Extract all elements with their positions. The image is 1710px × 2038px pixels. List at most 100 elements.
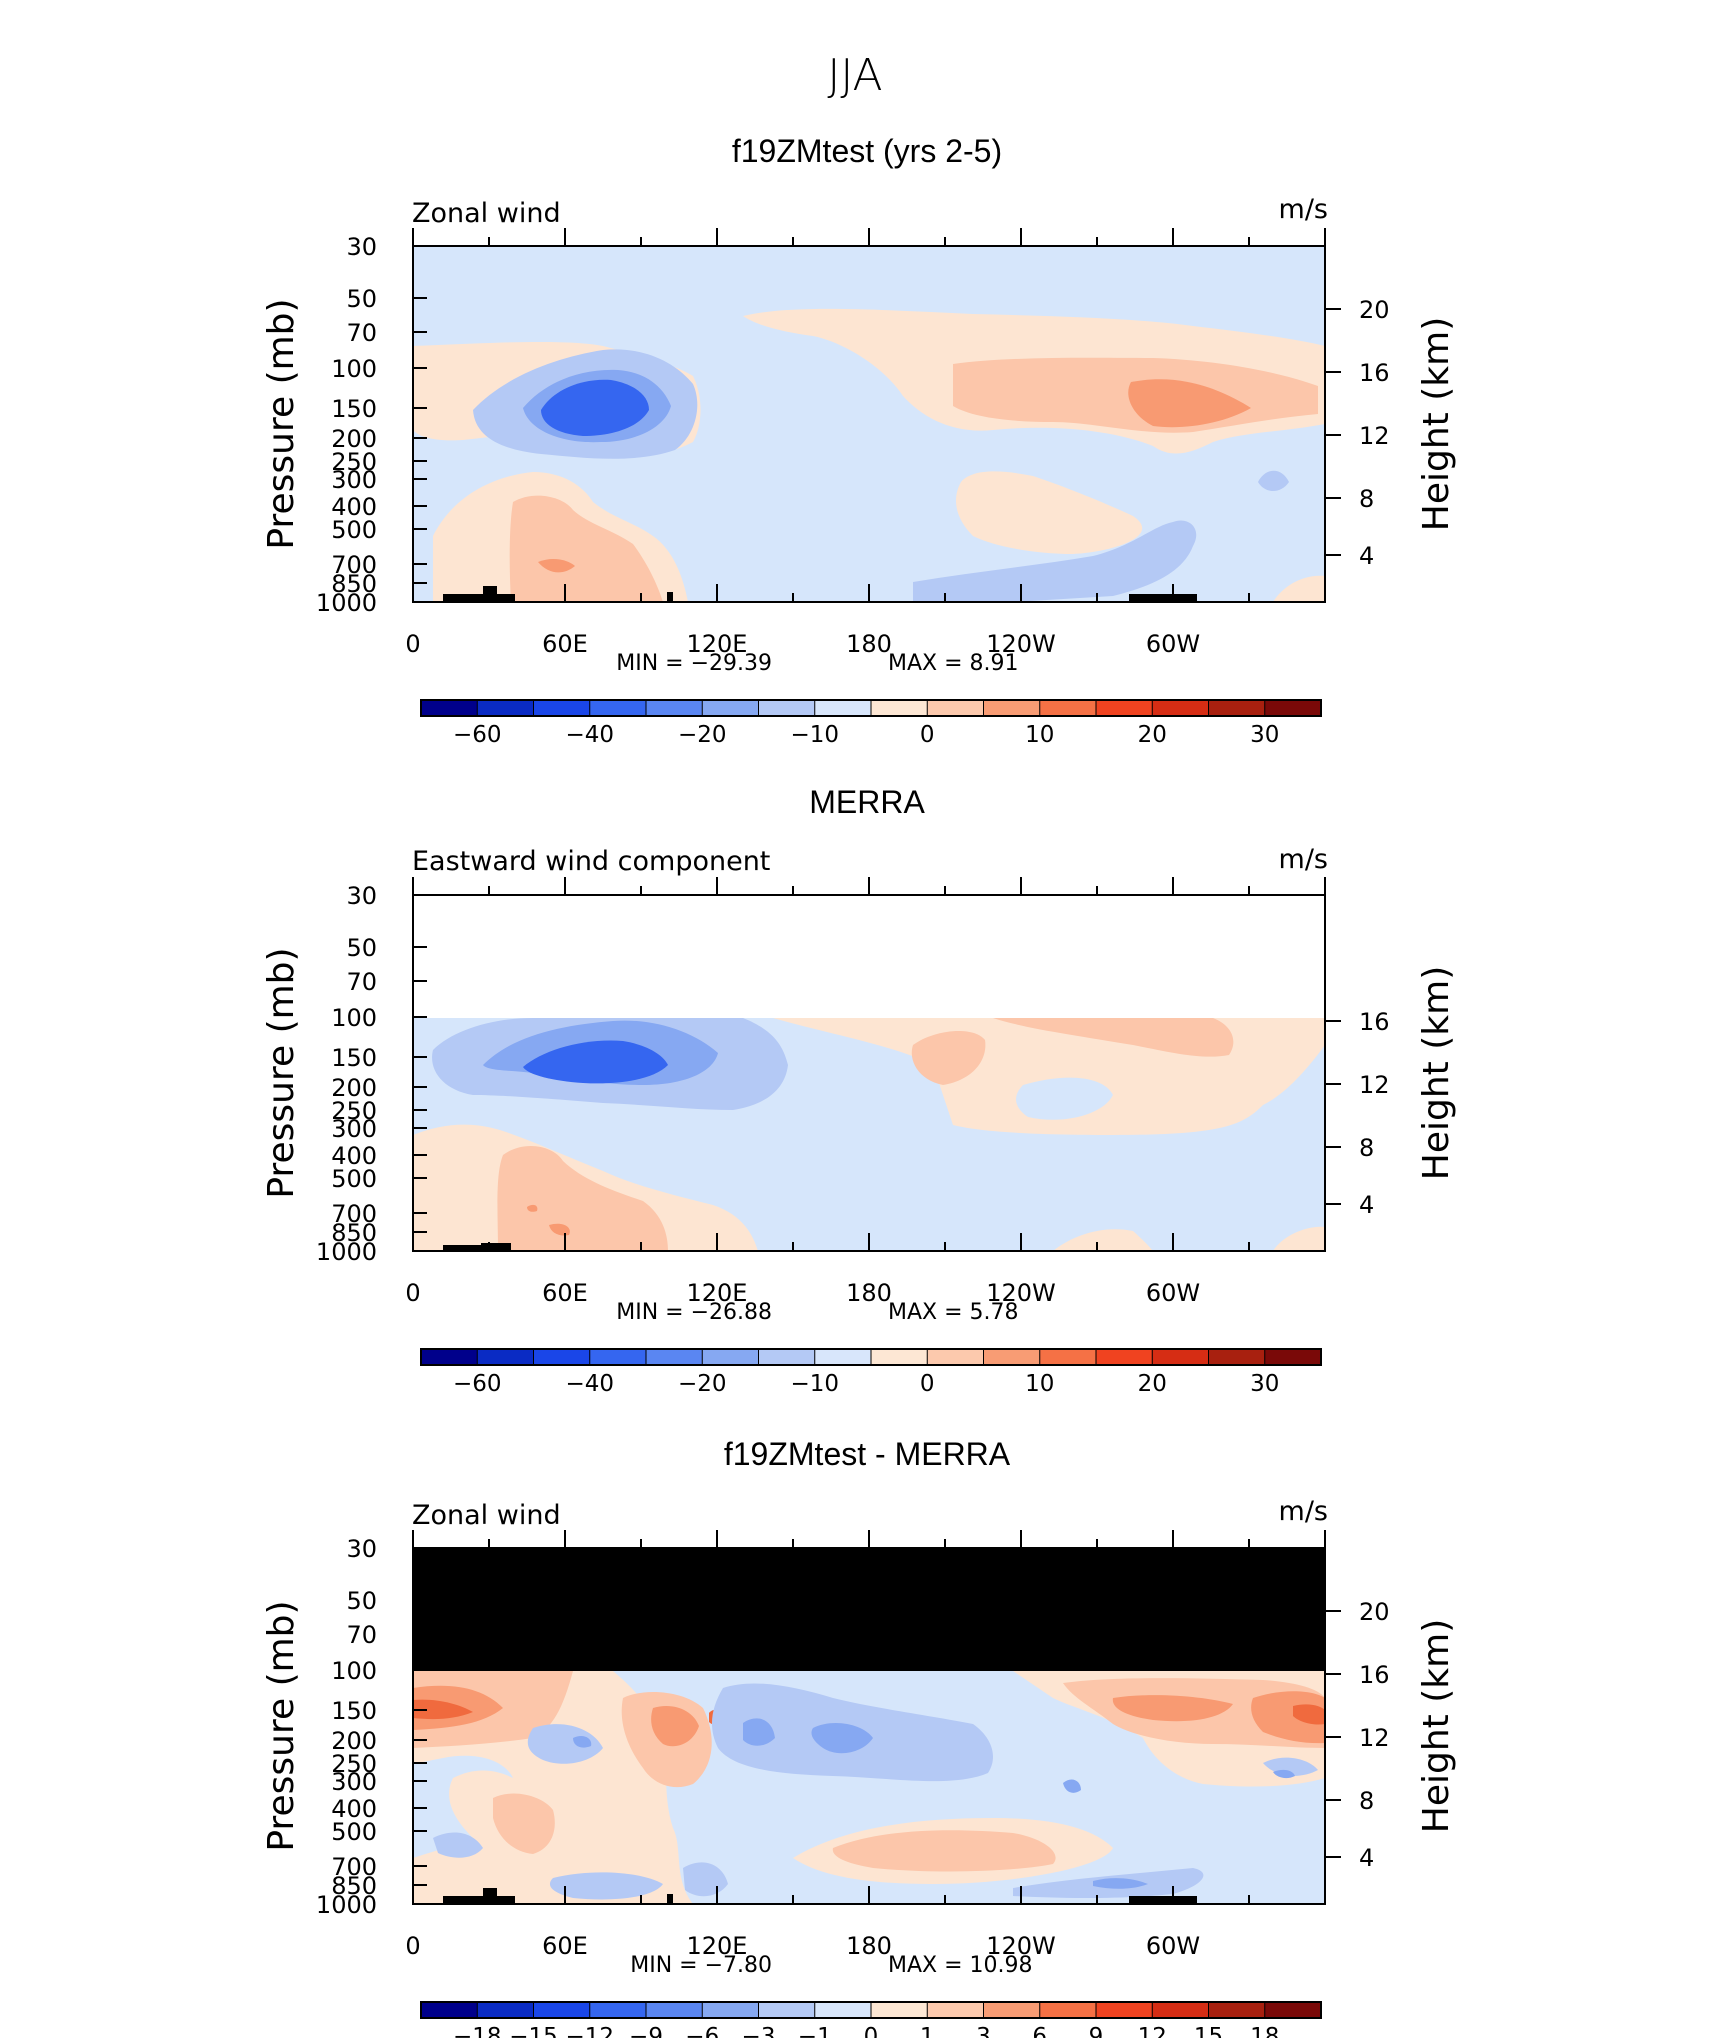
panel-3-colorbar-label: −9: [629, 2024, 663, 2038]
panel-2-units: m/s: [1279, 844, 1328, 875]
panel-1-topography-indonesia: [667, 592, 673, 602]
panel-3-y-tick-label: 50: [346, 1587, 377, 1615]
panel-2-y-tick-label: 1000: [316, 1238, 377, 1266]
panel-1-y-tick-label: 50: [346, 285, 377, 313]
panel-3-y-tick-label: 100: [331, 1657, 377, 1685]
panel-3-topography-andes: [1129, 1896, 1197, 1904]
panel-1-colorbar-swatch: [701, 699, 760, 717]
panel-3-y-tick-label: 500: [331, 1818, 377, 1846]
panel-1-y-tick-label: 850: [331, 570, 377, 598]
panel-2: MERRA Eastward wind component m/s: [412, 784, 1328, 1252]
panel-2-y-tick-label: 200: [331, 1074, 377, 1102]
panel-1-colorbar-swatch: [1095, 699, 1154, 717]
panel-3-x-tick-label: 60E: [542, 1932, 588, 1960]
panel-2-y-tick-label: 50: [346, 934, 377, 962]
panel-1-colorbar-frame: [420, 699, 1322, 717]
panel-3-x-tick-label: 120W: [986, 1932, 1056, 1960]
panel-2-title: MERRA: [809, 784, 925, 820]
panel-2-min-label: MIN = −26.88: [616, 1300, 772, 1325]
panel-3-colorbar-label: −15: [509, 2024, 558, 2038]
panel-1-x-tick-label: 60W: [1146, 630, 1200, 658]
panel-2-y-tick-label: 150: [331, 1044, 377, 1072]
panel-2-colorbar-label: 10: [1025, 1371, 1054, 1397]
panel-1-colorbar-label: −20: [678, 722, 727, 748]
panel-3-x-tick-label: 180: [846, 1932, 892, 1960]
panel-3-colorbar-swatch: [476, 2001, 535, 2019]
panel-1-y-right-tick-label: 8: [1359, 485, 1374, 513]
panel-2-y-tick-label: 100: [331, 1004, 377, 1032]
panel-1-colorbar-swatch: [533, 699, 591, 717]
panel-2-y-right-axis-title: Height (km): [1416, 966, 1457, 1180]
panel-3-topography-africa: [443, 1896, 515, 1904]
panel-1-y-axis-title: Pressure (mb): [261, 298, 302, 549]
panel-2-contour-pos-lower-core: [527, 1204, 570, 1236]
panel-2-colorbar-swatch: [983, 1348, 1041, 1366]
panel-2-colorbar-label: −10: [790, 1371, 839, 1397]
panel-3-colorbar-swatch: [533, 2001, 591, 2019]
panel-2-y-right-tick-label: 4: [1359, 1191, 1374, 1219]
panel-1-y-tick-label: 100: [331, 355, 377, 383]
panel-2-y-right-tick-label: 12: [1359, 1071, 1390, 1099]
panel-2-contour-pos-lower-mid: [497, 1146, 668, 1251]
panel-2-colorbar-label: 20: [1138, 1371, 1167, 1397]
panel-3-colorbar-swatch: [1151, 2001, 1210, 2019]
panel-3-y-tick-label: 700: [331, 1853, 377, 1881]
panel-3-diff-pos-strong: [413, 1685, 1325, 1747]
panel-2-y-tick-label: 700: [331, 1200, 377, 1228]
panel-2-y-right-tick-label: 16: [1359, 1008, 1390, 1036]
panel-2-colorbar-swatch: [533, 1348, 591, 1366]
panel-3-colorbar-label: 0: [864, 2024, 879, 2038]
panel-2-y-tick-label: 70: [346, 968, 377, 996]
panel-1-colorbar-swatch: [645, 699, 704, 717]
panel-1-y-tick-label: 300: [331, 466, 377, 494]
panel-1-y-right-tick-label: 12: [1359, 422, 1390, 450]
panel-2-contour-neg-island: [1016, 1077, 1113, 1120]
panel-2-colorbar-swatch: [701, 1348, 760, 1366]
panel-1-x-tick-label: 120E: [687, 630, 748, 658]
panel-3-y-tick-label: 300: [331, 1768, 377, 1796]
panel-1-x-tick-label: 180: [846, 630, 892, 658]
panel-2-contour-neg-core: [523, 1040, 668, 1084]
panel-2-y-right-tick-label: 8: [1359, 1134, 1374, 1162]
panel-3: f19ZMtest - MERRA Zonal wind m/s: [412, 1436, 1328, 1905]
panel-3-x-tick-label: 120E: [687, 1932, 748, 1960]
panel-3-colorbar-swatch: [870, 2001, 929, 2019]
panel-1-title: f19ZMtest (yrs 2-5): [732, 133, 1002, 169]
panel-1-variable-label: Zonal wind: [412, 198, 561, 229]
panel-3-y-tick-label: 1000: [316, 1891, 377, 1919]
panel-1-units: m/s: [1279, 194, 1328, 225]
panel-3-y-tick-label: 150: [331, 1697, 377, 1725]
panel-3-colorbar-label: 12: [1138, 2024, 1167, 2038]
panel-3-title: f19ZMtest - MERRA: [724, 1436, 1011, 1472]
panel-2-y-tick-label: 300: [331, 1115, 377, 1143]
panel-2-colorbar-swatch: [645, 1348, 704, 1366]
panel-1-topography-andes: [1129, 594, 1197, 602]
panel-3-y-right-tick-label: 4: [1359, 1844, 1374, 1872]
panel-1-colorbar-swatch: [589, 699, 647, 717]
panel-3-colorbar-label: −1: [798, 2024, 832, 2038]
panel-1-contour-pos-lower: [433, 471, 1325, 602]
panel-2-y-axis-title: Pressure (mb): [261, 947, 302, 1198]
panel-3-colorbar-swatch: [1095, 2001, 1154, 2019]
panel-2-y-tick-label: 400: [331, 1142, 377, 1170]
panel-1-colorbar-swatch: [1151, 699, 1210, 717]
panel-3-units: m/s: [1279, 1496, 1328, 1527]
axes-layer: 3050701001502002503004005007008501000201…: [261, 228, 1457, 2038]
panel-2-colorbar-swatch: [814, 1348, 872, 1366]
panel-1-y-right-axis-title: Height (km): [1416, 317, 1457, 531]
panel-1-colorbar-swatch: [1208, 699, 1266, 717]
panel-3-colorbar-label: −12: [565, 2024, 614, 2038]
panel-2-x-tick-label: 120E: [687, 1279, 748, 1307]
panel-1-colorbar-label: −10: [790, 722, 839, 748]
panel-2-colorbar-swatch: [1039, 1348, 1097, 1366]
figure-title: JJA: [827, 50, 882, 101]
panel-2-x-tick-label: 120W: [986, 1279, 1056, 1307]
panel-3-colorbar-swatch: [758, 2001, 816, 2019]
panel-3-x-tick-label: 0: [405, 1932, 420, 1960]
panel-2-variable-label: Eastward wind component: [412, 846, 770, 877]
panel-1-y-tick-label: 150: [331, 395, 377, 423]
panel-3-y-tick-label: 850: [331, 1872, 377, 1900]
panel-1-y-tick-label: 700: [331, 551, 377, 579]
panel-2-colorbar-swatch: [1208, 1348, 1266, 1366]
